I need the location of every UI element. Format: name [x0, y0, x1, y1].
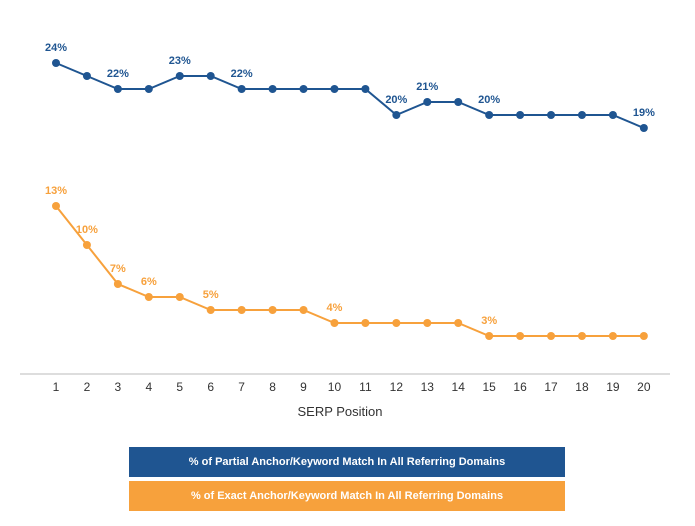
data-label: 7% [110, 263, 126, 275]
x-tick-label: 4 [145, 380, 152, 394]
x-tick-label: 12 [390, 380, 404, 394]
x-tick-label: 5 [176, 380, 183, 394]
data-label: 10% [76, 224, 98, 236]
series-line-exact [55, 205, 644, 337]
data-point [547, 111, 556, 119]
data-point [577, 111, 586, 119]
data-label: 22% [107, 68, 129, 80]
legend-exact-label: % of Exact Anchor/Keyword Match In All R… [190, 490, 504, 502]
data-label: 23% [169, 55, 191, 67]
legend-partial-label: % of Partial Anchor/Keyword Match In All… [188, 456, 506, 468]
data-point [516, 111, 525, 119]
x-tick-label: 11 [359, 380, 372, 394]
data-label: 19% [633, 107, 655, 119]
data-point [175, 72, 184, 80]
data-point [144, 85, 153, 93]
data-point [639, 332, 648, 340]
data-point [82, 72, 91, 80]
data-point [485, 332, 494, 340]
data-point [608, 111, 617, 119]
data-point [639, 124, 648, 132]
data-point [144, 293, 153, 301]
data-label: 6% [141, 276, 157, 288]
x-tick-label: 17 [544, 380, 558, 394]
legend-exact-match: % of Exact Anchor/Keyword Match In All R… [129, 481, 565, 511]
x-tick-label: 20 [637, 380, 651, 394]
data-point [454, 98, 463, 106]
data-point [52, 202, 60, 210]
data-label: 13% [45, 185, 67, 197]
data-point [175, 293, 184, 301]
data-point [577, 332, 586, 340]
data-point [485, 111, 494, 119]
data-label: 20% [478, 94, 500, 106]
x-tick-label: 1 [53, 380, 60, 394]
data-point [268, 306, 277, 314]
data-point [330, 319, 339, 327]
x-tick-label: 14 [452, 380, 466, 394]
data-point [237, 306, 246, 314]
x-tick-label: 3 [115, 380, 122, 394]
data-point [299, 85, 308, 93]
data-point [361, 319, 370, 327]
x-tick-label: 6 [207, 380, 214, 394]
x-tick-label: 16 [513, 380, 527, 394]
data-point [392, 319, 401, 327]
x-tick-label: 18 [575, 380, 589, 394]
data-point [206, 72, 215, 80]
legend-partial-match: % of Partial Anchor/Keyword Match In All… [129, 447, 565, 477]
data-point [423, 98, 432, 106]
data-label: 24% [45, 42, 67, 54]
x-tick-label: 2 [84, 380, 91, 394]
data-label: 5% [203, 289, 219, 301]
data-point [392, 111, 401, 119]
data-point [82, 241, 91, 249]
data-point [52, 59, 60, 67]
x-tick-label: 9 [300, 380, 307, 394]
data-point [608, 332, 617, 340]
data-point [330, 85, 339, 93]
x-tick-label: 10 [328, 380, 342, 394]
data-point [268, 85, 277, 93]
x-tick-label: 19 [606, 380, 620, 394]
x-tick-label: 8 [269, 380, 276, 394]
data-label: 3% [481, 315, 497, 327]
data-label: 22% [231, 68, 253, 80]
data-point [516, 332, 525, 340]
x-tick-label: 7 [238, 380, 245, 394]
data-point [547, 332, 556, 340]
data-point [361, 85, 370, 93]
series-line-partial [55, 62, 645, 129]
data-point [206, 306, 215, 314]
data-point [237, 85, 246, 93]
x-tick-label: 15 [482, 380, 496, 394]
data-point [454, 319, 463, 327]
data-point [299, 306, 308, 314]
x-tick-label: 13 [421, 380, 435, 394]
data-point [113, 280, 122, 288]
data-label: 21% [416, 81, 438, 93]
data-point [423, 319, 432, 327]
x-axis-title: SERP Position [297, 404, 382, 419]
data-label: 20% [385, 94, 407, 106]
data-point [113, 85, 122, 93]
data-label: 4% [327, 302, 343, 314]
